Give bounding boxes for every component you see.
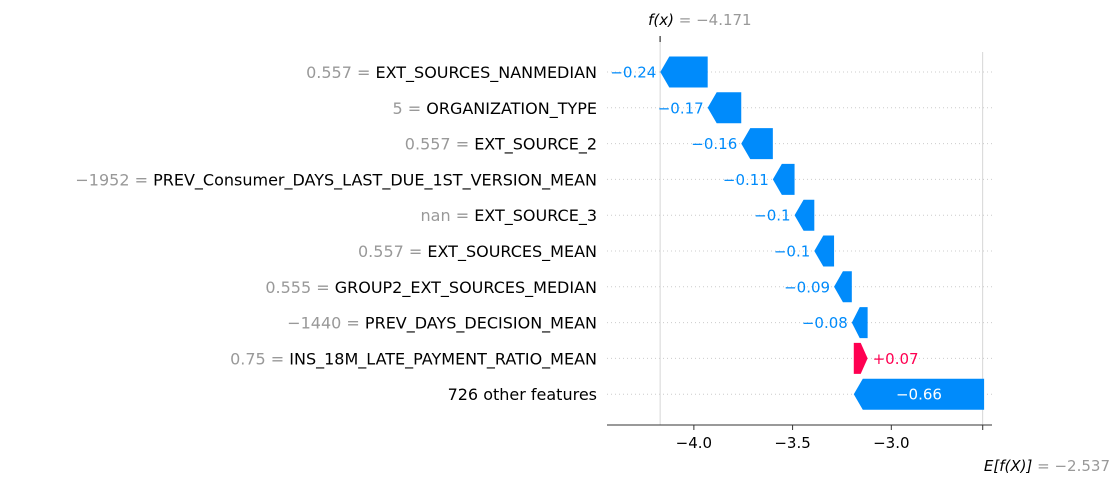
bar-negative: [814, 235, 835, 267]
x-tick-label: −3.5: [774, 434, 810, 452]
bar-value-label: −0.1: [754, 207, 790, 225]
bar-positive: [853, 342, 868, 374]
feature-name: PREV_Consumer_DAYS_LAST_DUE_1ST_VERSION_…: [153, 170, 597, 190]
bar-value-label: +0.07: [873, 350, 919, 368]
feature-name: 726 other features: [448, 385, 597, 404]
feature-name: PREV_DAYS_DECISION_MEAN: [365, 314, 597, 334]
feature-label: 0.557 = EXT_SOURCE_2: [405, 135, 597, 155]
bar-negative: [834, 271, 852, 303]
feature-name: EXT_SOURCES_NANMEDIAN: [375, 63, 597, 83]
feature-name: ORGANIZATION_TYPE: [426, 99, 597, 119]
x-tick-label: −4.0: [676, 434, 712, 452]
bar-negative: [772, 163, 795, 195]
feature-value: −1952 =: [75, 170, 153, 189]
feature-value: −1440 =: [287, 314, 365, 333]
feature-value: nan =: [421, 206, 475, 225]
feature-label: 0.557 = EXT_SOURCES_NANMEDIAN: [306, 63, 597, 83]
bar-negative: [741, 128, 773, 160]
feature-name: INS_18M_LATE_PAYMENT_RATIO_MEAN: [289, 349, 597, 369]
row-gridlines: [607, 71, 992, 395]
fx-annotation: f(x) = −4.171: [648, 11, 752, 29]
feature-name: EXT_SOURCES_MEAN: [427, 242, 597, 262]
feature-value: 5 =: [392, 99, 426, 118]
bar-value-label: −0.16: [691, 135, 737, 153]
bars-group: −0.24−0.17 −0.16 −0.11 −0.1 −0.1 −0.09 −0.08 +0…: [610, 56, 985, 410]
feature-name: EXT_SOURCE_2: [474, 135, 597, 155]
base-value-annotation: E[f(X)] = −2.537: [984, 457, 1110, 475]
x-ticks-group: −4.0 −3.5 −3.0: [676, 425, 984, 452]
feature-label: 0.555 = GROUP2_EXT_SOURCES_MEDIAN: [265, 278, 597, 298]
feature-label: −1952 = PREV_Consumer_DAYS_LAST_DUE_1ST_…: [75, 170, 597, 190]
bar-negative: [794, 199, 815, 231]
bar-value-label: −0.1: [774, 243, 810, 261]
feature-name: EXT_SOURCE_3: [474, 206, 597, 226]
bar-negative: [851, 307, 868, 339]
bar-negative: [707, 92, 742, 124]
bar-value-label: −0.24: [610, 64, 656, 82]
bar-negative: [853, 378, 985, 410]
feature-label: 0.557 = EXT_SOURCES_MEAN: [358, 242, 597, 262]
feature-label: 0.75 = INS_18M_LATE_PAYMENT_RATIO_MEAN: [230, 349, 597, 369]
x-tick-label: −3.0: [873, 434, 909, 452]
bar-value-label: −0.08: [802, 314, 848, 332]
feature-labels-group: 0.557 = EXT_SOURCES_NANMEDIAN 5 = ORGANIZ…: [75, 63, 597, 404]
feature-label: 726 other features: [448, 385, 597, 404]
feature-label: −1440 = PREV_DAYS_DECISION_MEAN: [287, 314, 597, 334]
feature-value: 0.555 =: [265, 278, 334, 297]
feature-value: 0.557 =: [405, 135, 474, 154]
bar-value-label: −0.11: [723, 171, 769, 189]
feature-value: 0.557 =: [306, 63, 375, 82]
feature-label: nan = EXT_SOURCE_3: [421, 206, 597, 226]
feature-label: 5 = ORGANIZATION_TYPE: [392, 99, 597, 119]
feature-name: GROUP2_EXT_SOURCES_MEDIAN: [335, 278, 597, 298]
bar-value-label: −0.66: [896, 386, 942, 404]
bar-value-label: −0.09: [784, 278, 830, 296]
bar-value-label: −0.17: [658, 99, 704, 117]
bar-negative: [660, 56, 708, 88]
feature-value: 0.557 =: [358, 242, 427, 261]
feature-value: 0.75 =: [230, 349, 289, 368]
